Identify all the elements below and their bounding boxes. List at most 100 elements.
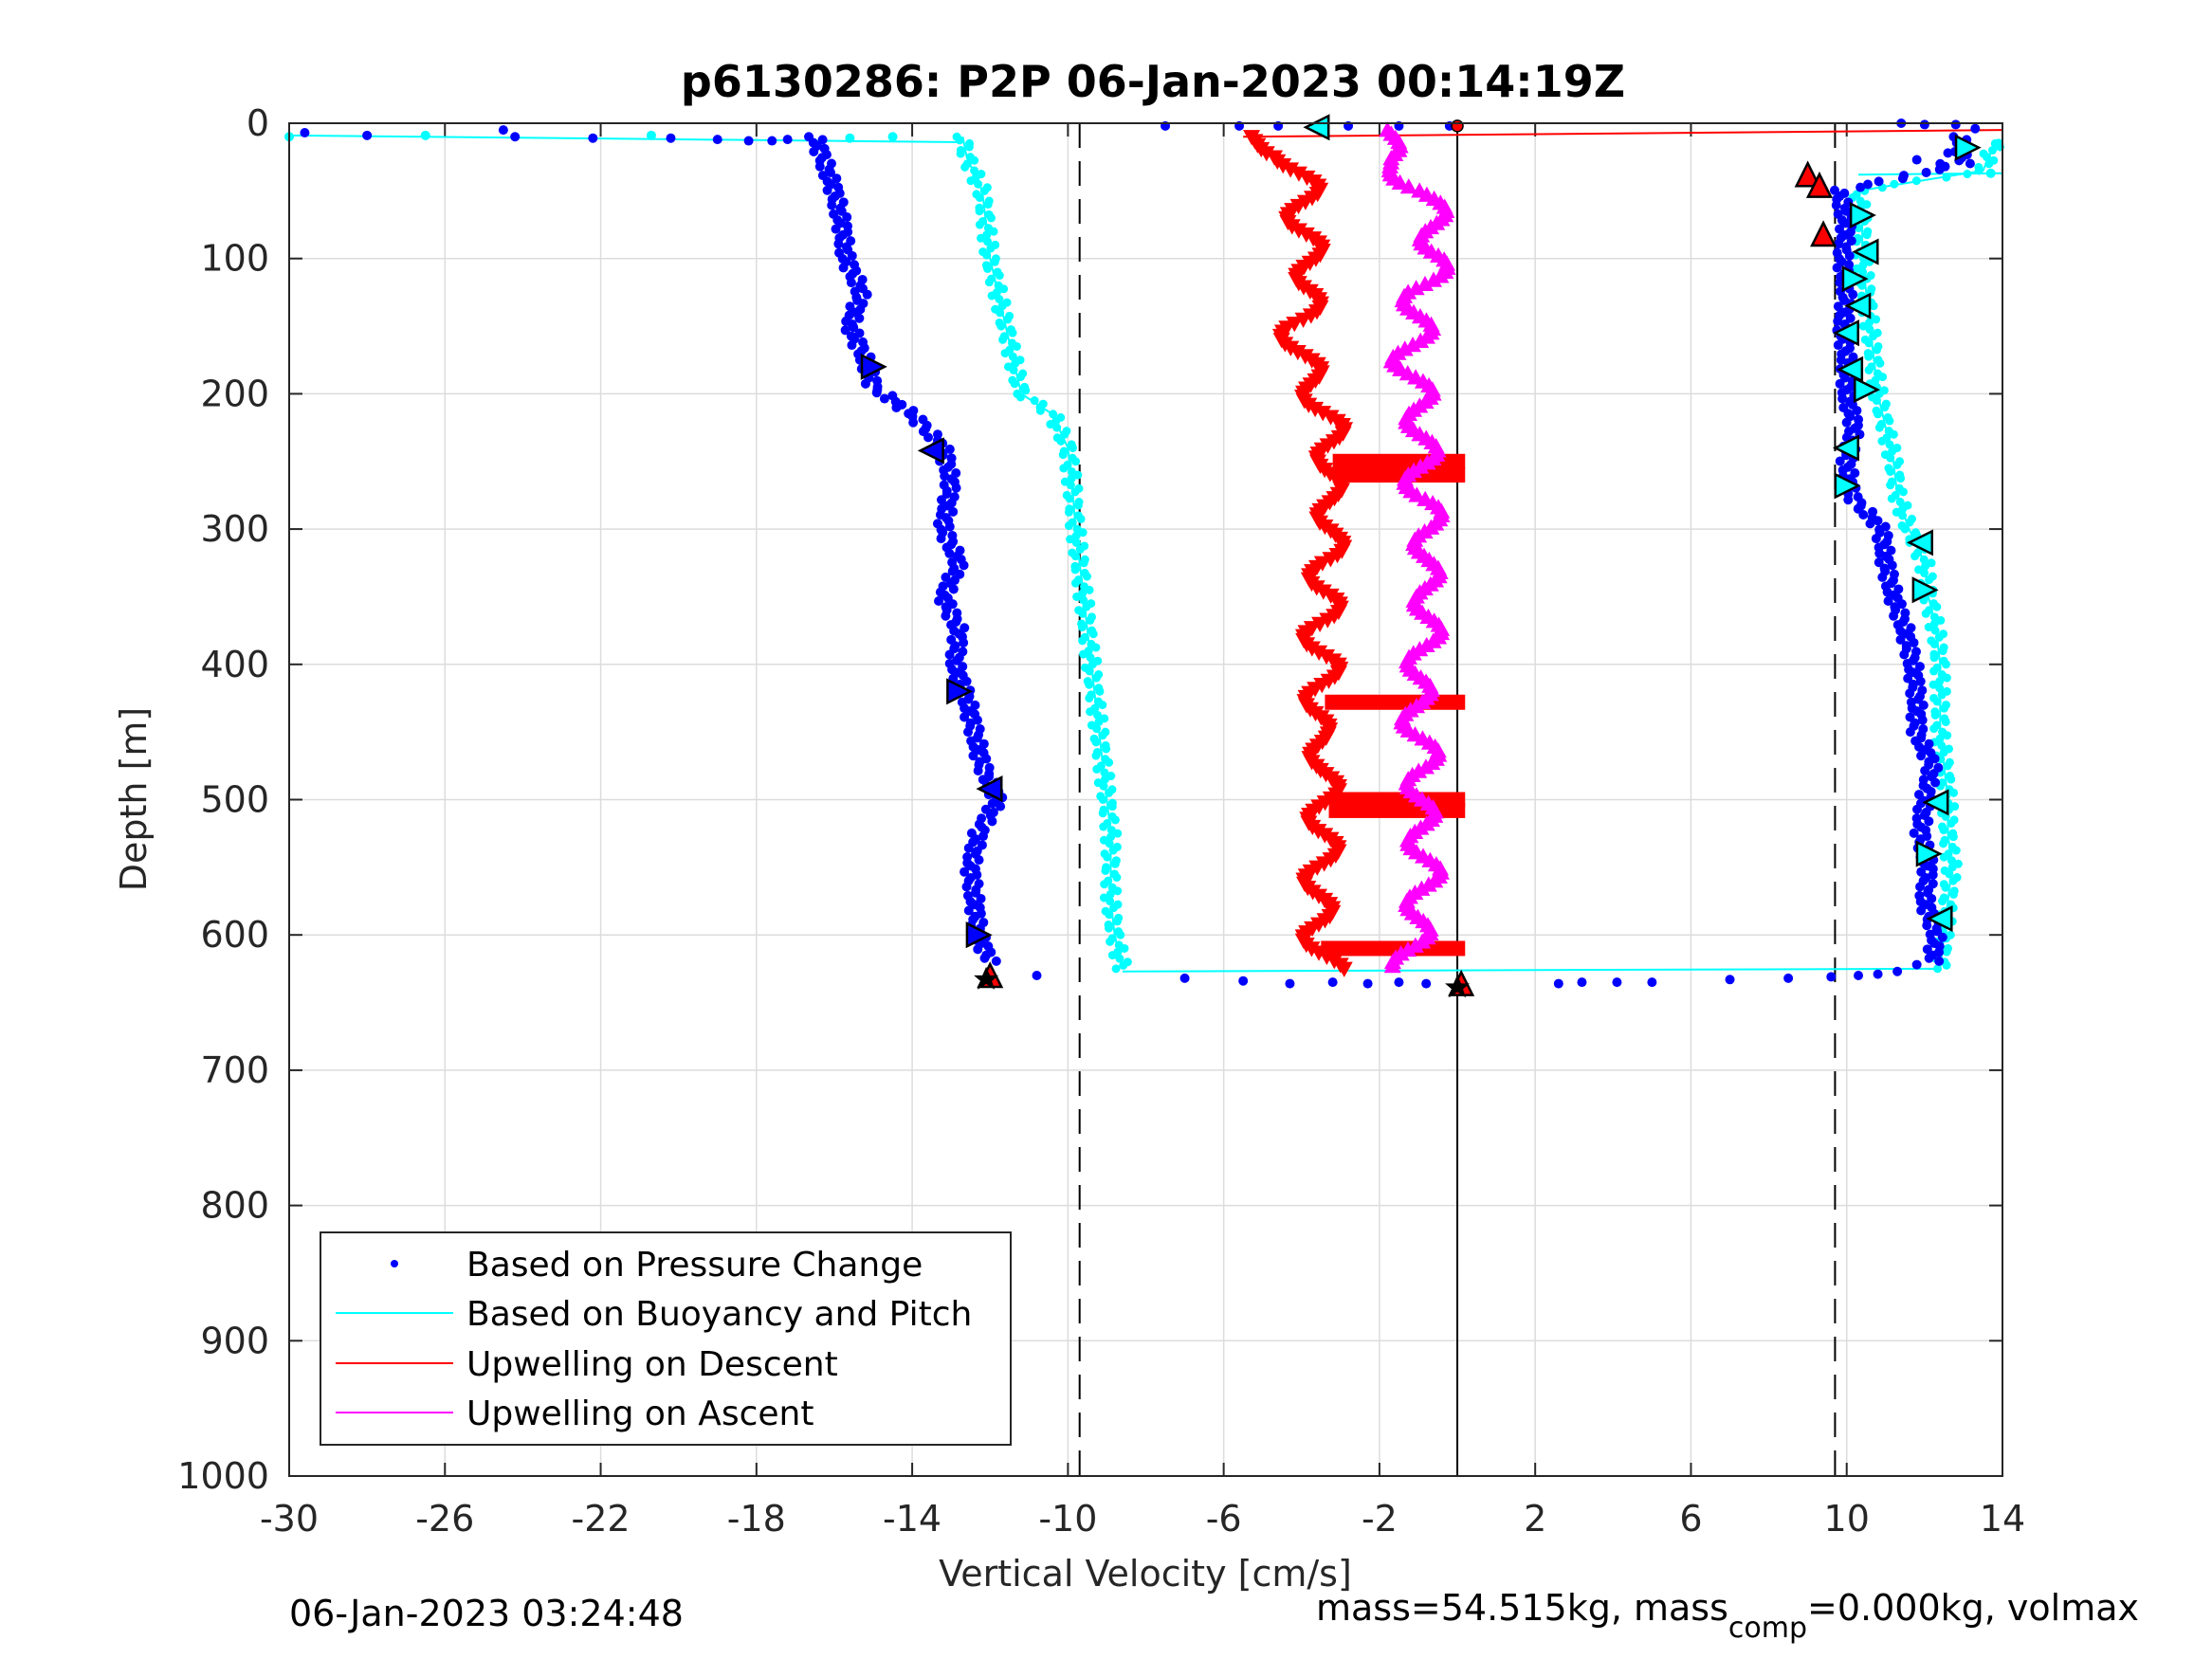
pressure-point (908, 417, 919, 428)
upwelling-surface-line (1243, 129, 2003, 138)
buoyancy-point (1933, 964, 1943, 974)
upwelling-descent-marker (1307, 401, 1325, 418)
pressure-point (1909, 828, 1919, 838)
buoyancy-point (1925, 575, 1934, 585)
buoyancy-point (1021, 386, 1031, 395)
buoyancy-point (955, 136, 964, 145)
buoyancy-point (1085, 666, 1094, 676)
pressure-point (1837, 393, 1848, 404)
pressure-point (991, 956, 1001, 966)
upwelling-descent-marker (1315, 856, 1333, 872)
pressure-point (1553, 978, 1563, 989)
pressure-point (1647, 977, 1657, 988)
buoyancy-point (1008, 352, 1017, 361)
buoyancy-profile-marker (1844, 292, 1872, 319)
pressure-point (960, 866, 970, 877)
footer-mass-info: mass=54.515kg, masscomp=0.000kg, volmax (1316, 1587, 2139, 1645)
pressure-point (362, 130, 373, 140)
buoyancy-point (1079, 595, 1088, 605)
buoyancy-point (1012, 341, 1021, 351)
pressure-point (1914, 662, 1925, 672)
pressure-point (588, 133, 598, 143)
y-tick-label: 800 (200, 1185, 269, 1227)
buoyancy-point (1112, 917, 1122, 926)
buoyancy-point (1085, 693, 1094, 702)
pressure-point (947, 566, 958, 576)
buoyancy-point (1886, 466, 1895, 476)
buoyancy-point (1983, 153, 1992, 162)
y-tick-label: 600 (200, 914, 269, 956)
buoyancy-point (1086, 707, 1095, 717)
buoyancy-point (1878, 373, 1888, 382)
pressure-point (1924, 816, 1934, 827)
buoyancy-point (984, 278, 994, 287)
buoyancy-point (966, 176, 976, 186)
pressure-point (941, 611, 951, 621)
pressure-point (1934, 956, 1945, 966)
pressure-point (1883, 596, 1893, 607)
buoyancy-point (1105, 839, 1114, 848)
buoyancy-point (1889, 429, 1898, 439)
upwelling-descent-marker (1303, 941, 1321, 957)
buoyancy-point (1072, 592, 1082, 601)
buoyancy-point (1930, 626, 1940, 635)
buoyancy-point (1065, 494, 1074, 503)
pressure-point (300, 127, 310, 137)
buoyancy-point (1890, 179, 1899, 189)
x-tick-label: -22 (572, 1498, 631, 1540)
upwelling-descent-marker (1257, 146, 1275, 162)
pressure-point (825, 167, 835, 177)
buoyancy-point (1942, 173, 1951, 182)
buoyancy-point (1082, 602, 1091, 611)
pressure-point (1783, 973, 1794, 983)
y-tick-label: 300 (200, 508, 269, 550)
pressure-point (1970, 123, 1981, 134)
buoyancy-point (1938, 647, 1947, 656)
pressure-point (1852, 406, 1862, 416)
buoyancy-point (1106, 889, 1115, 899)
y-tick-label: 400 (200, 644, 269, 685)
pressure-point (1899, 649, 1910, 660)
buoyancy-point (975, 207, 984, 216)
pressure-point (871, 388, 882, 398)
buoyancy-point (996, 308, 1005, 318)
buoyancy-point (646, 130, 656, 140)
upwelling-descent-marker (1296, 194, 1314, 210)
pressure-point (936, 495, 946, 505)
pressure-point (1921, 167, 1931, 177)
buoyancy-point (987, 291, 996, 301)
pressure-point (1915, 676, 1926, 686)
buoyancy-point (974, 179, 983, 189)
buoyancy-point (1895, 498, 1905, 507)
y-tick-label: 900 (200, 1320, 269, 1361)
buoyancy-point (1107, 802, 1117, 811)
buoyancy-point (1985, 168, 1996, 178)
pressure-point (1848, 289, 1858, 300)
pressure-point (963, 905, 974, 916)
pressure-point (1832, 263, 1842, 273)
buoyancy-point (1947, 863, 1957, 872)
pressure-point (1833, 301, 1843, 312)
pressure-point (1915, 882, 1926, 892)
buoyancy-point (1947, 856, 1956, 866)
pressure-point (979, 953, 990, 963)
buoyancy-point (1942, 673, 1951, 683)
pressure-point (1920, 765, 1930, 775)
buoyancy-profile-marker (1841, 265, 1869, 293)
pressure-point (973, 765, 983, 775)
buoyancy-point (1010, 379, 1019, 389)
x-tick-label: 10 (1824, 1498, 1870, 1540)
buoyancy-point (1872, 315, 1881, 324)
buoyancy-point (1085, 680, 1094, 689)
buoyancy-point (1921, 609, 1930, 618)
pressure-point (831, 224, 841, 234)
buoyancy-point (1030, 396, 1039, 406)
pressure-point (1892, 966, 1903, 976)
buoyancy-point (995, 271, 1004, 281)
upwelling-descent-marker (1303, 191, 1321, 207)
buoyancy-point (1943, 731, 1952, 740)
pressure-point (1943, 148, 1953, 158)
pressure-point (960, 712, 970, 722)
buoyancy-point (1935, 684, 1945, 693)
buoyancy-point (1103, 852, 1112, 862)
